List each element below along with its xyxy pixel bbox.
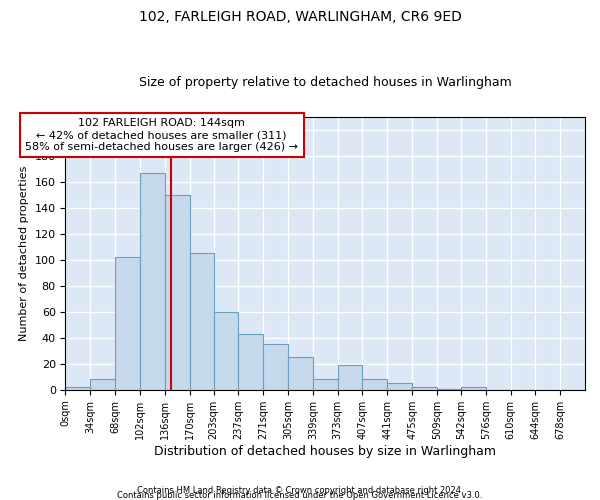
Bar (263, 344, 288, 390)
Bar (90, 380, 115, 390)
Bar (65, 387, 90, 390)
Bar (140, 173, 165, 390)
Bar (338, 365, 362, 390)
Bar (387, 384, 412, 390)
Text: 102, FARLEIGH ROAD, WARLINGHAM, CR6 9ED: 102, FARLEIGH ROAD, WARLINGHAM, CR6 9ED (139, 10, 461, 24)
Title: Size of property relative to detached houses in Warlingham: Size of property relative to detached ho… (139, 76, 512, 90)
Bar (288, 358, 313, 390)
Text: 102 FARLEIGH ROAD: 144sqm
← 42% of detached houses are smaller (311)
58% of semi: 102 FARLEIGH ROAD: 144sqm ← 42% of detac… (25, 118, 298, 152)
Bar (115, 258, 140, 390)
Bar (214, 312, 238, 390)
Bar (461, 387, 486, 390)
Y-axis label: Number of detached properties: Number of detached properties (19, 166, 29, 341)
Bar (165, 195, 190, 390)
Text: Contains public sector information licensed under the Open Government Licence v3: Contains public sector information licen… (118, 490, 482, 500)
Bar (313, 380, 338, 390)
Bar (362, 380, 387, 390)
Bar (412, 387, 437, 390)
Bar (437, 388, 461, 390)
Bar (190, 254, 214, 390)
X-axis label: Distribution of detached houses by size in Warlingham: Distribution of detached houses by size … (154, 444, 496, 458)
Text: Contains HM Land Registry data © Crown copyright and database right 2024.: Contains HM Land Registry data © Crown c… (137, 486, 463, 495)
Bar (238, 334, 263, 390)
